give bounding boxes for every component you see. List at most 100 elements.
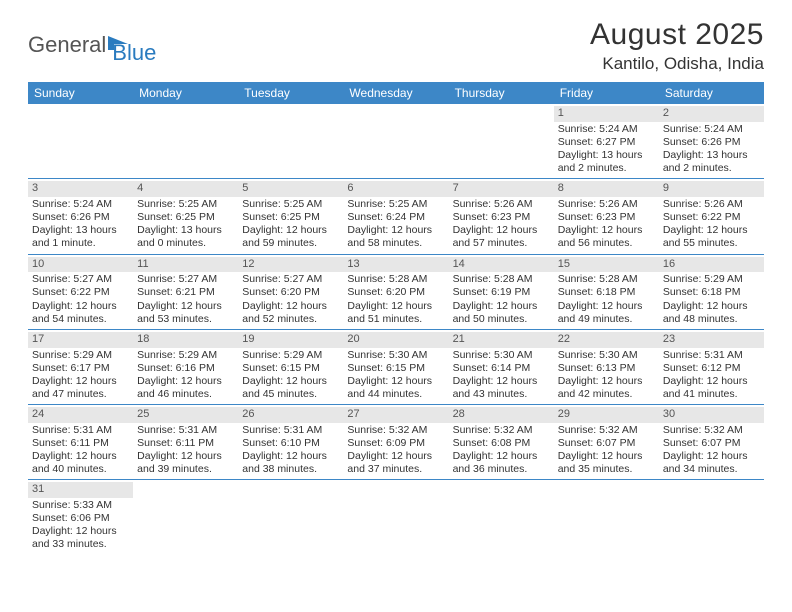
day-number: 17 [28, 332, 133, 348]
calendar-cell: 4Sunrise: 5:25 AMSunset: 6:25 PMDaylight… [133, 179, 238, 253]
daylight1-text: Daylight: 12 hours [558, 300, 655, 313]
location: Kantilo, Odisha, India [590, 54, 764, 74]
daylight2-text: and 35 minutes. [558, 463, 655, 476]
calendar: SundayMondayTuesdayWednesdayThursdayFrid… [28, 82, 764, 555]
sunrise-text: Sunrise: 5:27 AM [137, 273, 234, 286]
daylight1-text: Daylight: 12 hours [347, 450, 444, 463]
calendar-cell-empty [449, 104, 554, 178]
daylight1-text: Daylight: 12 hours [242, 375, 339, 388]
daylight2-text: and 39 minutes. [137, 463, 234, 476]
day-number: 5 [238, 181, 343, 197]
day-number: 25 [133, 407, 238, 423]
sunrise-text: Sunrise: 5:30 AM [453, 349, 550, 362]
day-number: 24 [28, 407, 133, 423]
week-row: 17Sunrise: 5:29 AMSunset: 6:17 PMDayligh… [28, 330, 764, 405]
calendar-cell: 27Sunrise: 5:32 AMSunset: 6:09 PMDayligh… [343, 405, 448, 479]
daylight1-text: Daylight: 13 hours [558, 149, 655, 162]
sunset-text: Sunset: 6:24 PM [347, 211, 444, 224]
calendar-cell: 12Sunrise: 5:27 AMSunset: 6:20 PMDayligh… [238, 255, 343, 329]
calendar-cell: 17Sunrise: 5:29 AMSunset: 6:17 PMDayligh… [28, 330, 133, 404]
sunset-text: Sunset: 6:26 PM [663, 136, 760, 149]
sunrise-text: Sunrise: 5:28 AM [347, 273, 444, 286]
calendar-cell: 23Sunrise: 5:31 AMSunset: 6:12 PMDayligh… [659, 330, 764, 404]
calendar-cell: 24Sunrise: 5:31 AMSunset: 6:11 PMDayligh… [28, 405, 133, 479]
sunset-text: Sunset: 6:17 PM [32, 362, 129, 375]
logo-text-general: General [28, 32, 106, 58]
weekday-header: Sunday [28, 82, 133, 104]
daylight2-text: and 1 minute. [32, 237, 129, 250]
daylight2-text: and 2 minutes. [558, 162, 655, 175]
sunrise-text: Sunrise: 5:31 AM [663, 349, 760, 362]
calendar-cell-empty [554, 480, 659, 554]
calendar-cell: 28Sunrise: 5:32 AMSunset: 6:08 PMDayligh… [449, 405, 554, 479]
calendar-cell: 20Sunrise: 5:30 AMSunset: 6:15 PMDayligh… [343, 330, 448, 404]
sunset-text: Sunset: 6:19 PM [453, 286, 550, 299]
calendar-cell: 26Sunrise: 5:31 AMSunset: 6:10 PMDayligh… [238, 405, 343, 479]
daylight2-text: and 40 minutes. [32, 463, 129, 476]
weekday-header: Saturday [659, 82, 764, 104]
month-title: August 2025 [590, 18, 764, 52]
day-number: 3 [28, 181, 133, 197]
calendar-cell-empty [343, 480, 448, 554]
daylight2-text: and 38 minutes. [242, 463, 339, 476]
sunrise-text: Sunrise: 5:29 AM [137, 349, 234, 362]
daylight1-text: Daylight: 12 hours [137, 300, 234, 313]
calendar-cell: 19Sunrise: 5:29 AMSunset: 6:15 PMDayligh… [238, 330, 343, 404]
daylight1-text: Daylight: 12 hours [347, 300, 444, 313]
calendar-cell: 1Sunrise: 5:24 AMSunset: 6:27 PMDaylight… [554, 104, 659, 178]
calendar-cell: 2Sunrise: 5:24 AMSunset: 6:26 PMDaylight… [659, 104, 764, 178]
calendar-cell: 10Sunrise: 5:27 AMSunset: 6:22 PMDayligh… [28, 255, 133, 329]
sunset-text: Sunset: 6:10 PM [242, 437, 339, 450]
daylight1-text: Daylight: 12 hours [242, 224, 339, 237]
day-number-empty [238, 482, 343, 497]
sunrise-text: Sunrise: 5:25 AM [137, 198, 234, 211]
calendar-cell: 25Sunrise: 5:31 AMSunset: 6:11 PMDayligh… [133, 405, 238, 479]
daylight2-text: and 2 minutes. [663, 162, 760, 175]
day-number-empty [449, 106, 554, 121]
daylight2-text: and 59 minutes. [242, 237, 339, 250]
daylight2-text: and 46 minutes. [137, 388, 234, 401]
daylight1-text: Daylight: 12 hours [347, 375, 444, 388]
day-number: 12 [238, 257, 343, 273]
day-number: 19 [238, 332, 343, 348]
daylight2-text: and 51 minutes. [347, 313, 444, 326]
sunrise-text: Sunrise: 5:32 AM [453, 424, 550, 437]
sunset-text: Sunset: 6:06 PM [32, 512, 129, 525]
calendar-cell: 3Sunrise: 5:24 AMSunset: 6:26 PMDaylight… [28, 179, 133, 253]
day-number: 7 [449, 181, 554, 197]
daylight1-text: Daylight: 12 hours [663, 224, 760, 237]
daylight1-text: Daylight: 12 hours [137, 450, 234, 463]
daylight1-text: Daylight: 12 hours [32, 375, 129, 388]
daylight1-text: Daylight: 12 hours [453, 375, 550, 388]
day-number-empty [449, 482, 554, 497]
calendar-cell: 30Sunrise: 5:32 AMSunset: 6:07 PMDayligh… [659, 405, 764, 479]
daylight1-text: Daylight: 12 hours [32, 525, 129, 538]
sunrise-text: Sunrise: 5:32 AM [663, 424, 760, 437]
daylight1-text: Daylight: 12 hours [558, 375, 655, 388]
calendar-cell-empty [449, 480, 554, 554]
sunset-text: Sunset: 6:22 PM [663, 211, 760, 224]
day-number-empty [133, 106, 238, 121]
weekday-header: Thursday [449, 82, 554, 104]
sunrise-text: Sunrise: 5:30 AM [558, 349, 655, 362]
daylight1-text: Daylight: 12 hours [137, 375, 234, 388]
sunrise-text: Sunrise: 5:28 AM [453, 273, 550, 286]
header: General Blue August 2025 Kantilo, Odisha… [0, 0, 792, 78]
calendar-cell: 18Sunrise: 5:29 AMSunset: 6:16 PMDayligh… [133, 330, 238, 404]
daylight2-text: and 45 minutes. [242, 388, 339, 401]
daylight2-text: and 44 minutes. [347, 388, 444, 401]
week-row: 1Sunrise: 5:24 AMSunset: 6:27 PMDaylight… [28, 104, 764, 179]
sunset-text: Sunset: 6:11 PM [32, 437, 129, 450]
calendar-cell: 7Sunrise: 5:26 AMSunset: 6:23 PMDaylight… [449, 179, 554, 253]
sunset-text: Sunset: 6:23 PM [453, 211, 550, 224]
sunrise-text: Sunrise: 5:33 AM [32, 499, 129, 512]
sunrise-text: Sunrise: 5:29 AM [32, 349, 129, 362]
daylight2-text: and 54 minutes. [32, 313, 129, 326]
sunset-text: Sunset: 6:13 PM [558, 362, 655, 375]
calendar-cell: 16Sunrise: 5:29 AMSunset: 6:18 PMDayligh… [659, 255, 764, 329]
sunrise-text: Sunrise: 5:26 AM [558, 198, 655, 211]
calendar-cell-empty [343, 104, 448, 178]
sunrise-text: Sunrise: 5:29 AM [242, 349, 339, 362]
weekday-header: Wednesday [343, 82, 448, 104]
daylight1-text: Daylight: 12 hours [453, 224, 550, 237]
